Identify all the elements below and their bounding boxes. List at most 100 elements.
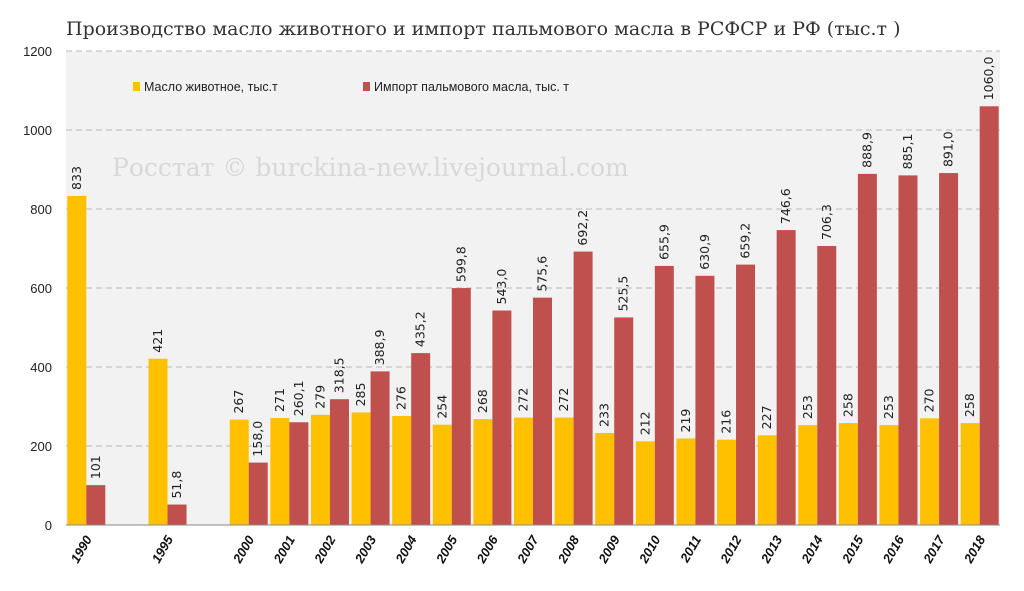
data-label: 158,0 [250, 421, 265, 457]
data-label: 888,9 [859, 132, 874, 168]
data-label: 271 [272, 388, 287, 412]
bar-palm-oil [736, 264, 756, 525]
bar-butter [798, 425, 818, 525]
bar-butter [595, 432, 615, 525]
bar-butter [229, 419, 249, 525]
bar-butter [838, 423, 858, 525]
data-label: 253 [800, 395, 815, 419]
y-tick-label: 800 [30, 202, 52, 217]
data-label: 599,8 [453, 246, 468, 282]
bar-butter [432, 424, 452, 525]
bar-palm-oil [86, 485, 106, 525]
x-tick-label: 2007 [514, 532, 542, 566]
data-label: 258 [962, 393, 977, 417]
data-label: 260,1 [291, 380, 306, 416]
bar-butter [310, 414, 330, 525]
data-label: 267 [231, 390, 246, 414]
data-label: 630,9 [697, 234, 712, 270]
data-label: 421 [150, 329, 165, 353]
bar-palm-oil [817, 246, 837, 525]
data-label: 692,2 [575, 210, 590, 246]
bar-butter [392, 415, 412, 525]
bar-palm-oil [898, 175, 918, 525]
bar-butter [635, 441, 655, 525]
data-label: 51,8 [169, 471, 184, 499]
bar-butter [554, 417, 574, 525]
bar-palm-oil [776, 230, 796, 525]
data-label: 212 [637, 411, 652, 435]
data-label: 279 [312, 385, 327, 409]
data-label: 1060,0 [981, 57, 996, 101]
x-tick-label: 2000 [229, 532, 257, 566]
y-tick-label: 600 [30, 281, 52, 296]
bar-palm-oil [533, 297, 552, 525]
bar-palm-oil [167, 504, 187, 525]
legend-swatch-palm-oil [363, 82, 370, 91]
x-tick-label: 1995 [149, 532, 177, 565]
bar-palm-oil [492, 310, 512, 525]
data-label: 543,0 [494, 269, 509, 305]
data-label: 254 [434, 395, 449, 419]
data-label: 891,0 [941, 131, 956, 167]
data-label: 268 [475, 389, 490, 413]
data-label: 253 [881, 395, 896, 419]
data-label: 272 [556, 388, 571, 412]
data-label: 276 [394, 386, 409, 410]
data-label: 525,5 [616, 276, 631, 312]
x-tick-label: 2011 [677, 533, 704, 566]
data-label: 219 [678, 409, 693, 433]
x-tick-label: 2006 [473, 532, 501, 566]
x-tick-label: 2002 [311, 532, 339, 566]
watermark: Росстат © burckina-new.livejournal.com [112, 153, 629, 182]
data-label: 285 [353, 383, 368, 407]
data-label: 101 [88, 455, 103, 479]
x-tick-label: 2010 [635, 532, 663, 566]
x-tick-label: 2018 [960, 532, 988, 566]
bar-butter [473, 419, 493, 525]
data-label: 706,3 [819, 204, 834, 240]
x-tick-label: 2005 [432, 532, 460, 566]
y-tick-label: 200 [30, 439, 52, 454]
data-label: 388,9 [372, 330, 387, 366]
bar-palm-oil [370, 371, 390, 525]
data-label: 833 [69, 166, 84, 190]
x-tick-label: 2009 [595, 532, 623, 566]
bar-palm-oil [451, 288, 471, 525]
bar-palm-oil [654, 265, 674, 525]
bar-palm-oil [329, 399, 349, 525]
bar-palm-oil [248, 462, 268, 525]
bar-palm-oil [857, 173, 877, 525]
data-label: 885,1 [900, 134, 915, 170]
bar-butter [270, 417, 290, 525]
data-label: 270 [922, 388, 937, 412]
bar-butter [757, 435, 777, 525]
data-label: 318,5 [331, 357, 346, 393]
x-tick-label: 2012 [717, 532, 745, 566]
data-label: 746,6 [778, 188, 793, 224]
y-tick-label: 1200 [23, 44, 52, 59]
bar-palm-oil [289, 422, 309, 525]
bar-butter [351, 412, 371, 525]
data-label: 655,9 [656, 224, 671, 260]
legend-label-butter: Масло животное, тыс.т [144, 80, 278, 94]
bar-butter [148, 358, 168, 525]
y-tick-label: 0 [45, 518, 52, 533]
data-label: 216 [719, 410, 734, 434]
bar-butter [960, 423, 980, 525]
x-tick-label: 2004 [392, 532, 420, 566]
bar-butter [67, 195, 87, 525]
bar-palm-oil [614, 317, 634, 525]
data-label: 258 [840, 393, 855, 417]
x-tick-label: 1990 [67, 532, 95, 565]
bar-palm-oil [979, 106, 999, 526]
x-tick-label: 2013 [757, 532, 785, 566]
bar-butter [717, 439, 737, 525]
data-label: 233 [597, 403, 612, 427]
data-label: 659,2 [738, 223, 753, 259]
legend-swatch-butter [133, 82, 140, 91]
x-tick-label: 2014 [798, 532, 826, 566]
bar-palm-oil [411, 353, 431, 525]
x-tick-label: 2008 [554, 532, 582, 566]
bar-palm-oil [573, 251, 593, 525]
data-label: 435,2 [413, 311, 428, 347]
